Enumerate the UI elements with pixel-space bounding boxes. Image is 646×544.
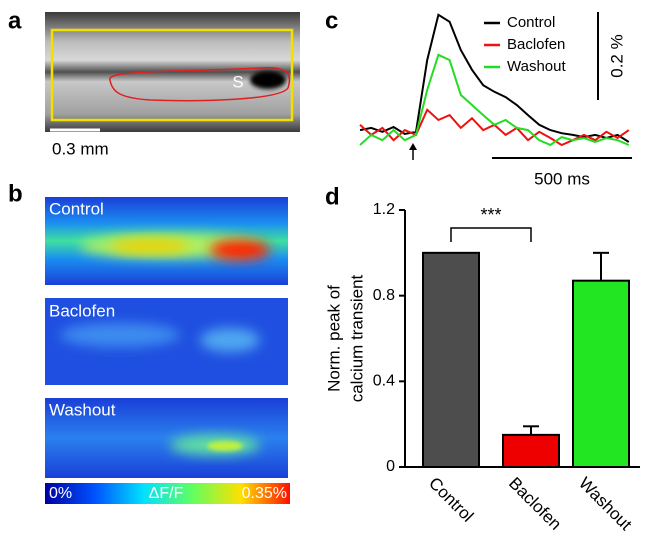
significance-bracket (450, 227, 532, 242)
panel-label: d (325, 183, 340, 210)
bar (572, 279, 630, 468)
y-axis-label: calcium transient (347, 274, 366, 402)
map-label: Control (49, 199, 104, 218)
colorbar-name: ΔF/F (149, 485, 184, 502)
y-tick-label: 0 (386, 458, 395, 475)
scale-bar-label: 0.3 mm (52, 139, 109, 158)
colorbar-max: 0.35% (242, 485, 287, 502)
significance-label: *** (480, 205, 501, 225)
y-tick-label: 1.2 (373, 201, 395, 218)
panel-label: c (325, 7, 338, 34)
legend-label: Washout (507, 58, 566, 75)
scale-bar-label: 500 ms (534, 169, 590, 188)
scale-bar-label: 0.2 % (607, 34, 626, 77)
x-tick-label: Control (425, 474, 477, 526)
bar (502, 433, 560, 468)
region-label: S (232, 72, 243, 91)
stimulus-arrow (409, 143, 417, 160)
map-label: Baclofen (49, 301, 115, 320)
y-tick-label: 0.8 (373, 287, 395, 304)
trace (359, 53, 630, 147)
legend-label: Baclofen (507, 36, 565, 53)
colorbar-min: 0% (49, 485, 72, 502)
x-tick-label: Baclofen (505, 474, 565, 534)
bar (422, 251, 480, 468)
legend-label: Control (507, 14, 555, 31)
panel-label: a (8, 7, 22, 34)
x-tick-label: Washout (575, 474, 636, 535)
map-label: Washout (49, 400, 116, 419)
heatmaps: Control Baclofen Washout 0% ΔF/F 0.35% (45, 197, 290, 504)
micrograph: S 0.3 mm (45, 12, 300, 158)
panel-label: b (8, 180, 23, 207)
y-tick-label: 0.4 (373, 373, 395, 390)
trace (359, 13, 630, 143)
y-axis-label: Norm. peak of (324, 285, 343, 392)
